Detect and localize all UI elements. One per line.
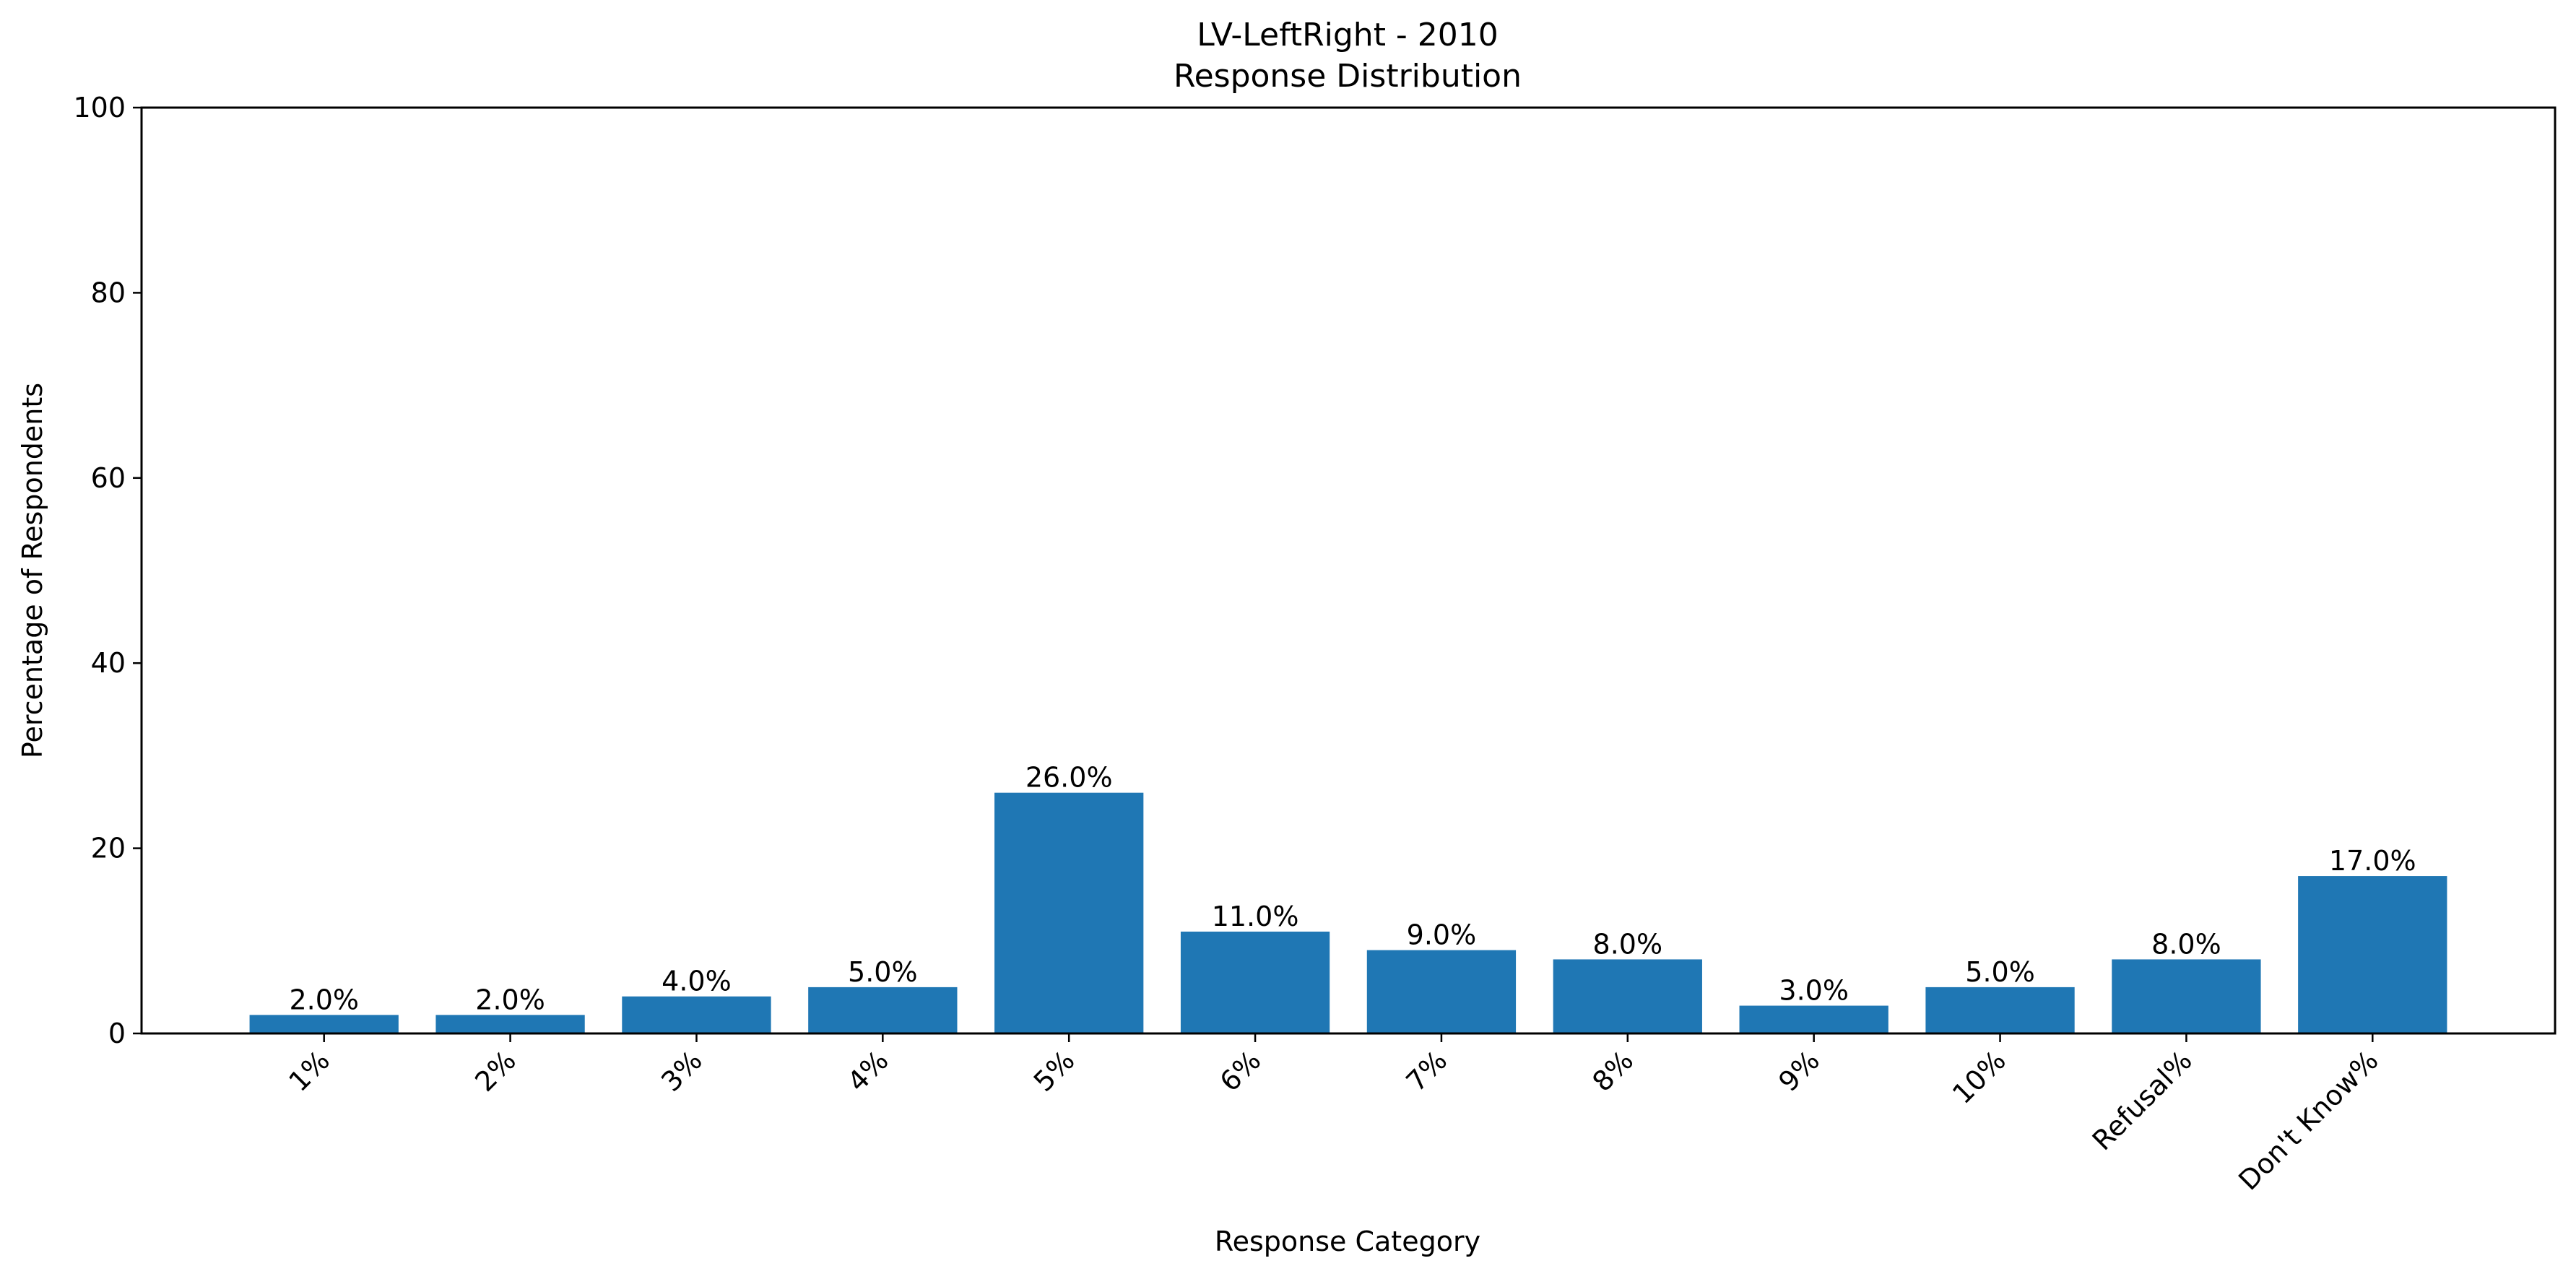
bar	[1366, 950, 1517, 1033]
bar-data-label: 2.0%	[475, 984, 545, 1015]
bar-data-label: 5.0%	[1965, 956, 2035, 988]
bar	[1925, 987, 2075, 1033]
bar-data-label: 3.0%	[1779, 975, 1849, 1007]
y-axis-label: Percentage of Respondents	[17, 383, 48, 758]
bar-data-label: 5.0%	[848, 956, 918, 988]
bar	[2298, 876, 2447, 1033]
bar-data-label: 17.0%	[2329, 845, 2416, 877]
y-tick-label: 0	[108, 1018, 126, 1049]
chart-title: LV-LeftRight - 2010	[1197, 17, 1499, 53]
bar-data-label: 8.0%	[2151, 928, 2221, 960]
bar	[2112, 959, 2261, 1033]
bar	[435, 1015, 585, 1033]
bar	[1739, 1005, 1888, 1033]
y-axis: 0 20 40 60 80 100	[73, 92, 142, 1049]
bar	[622, 996, 771, 1033]
y-tick-label: 60	[91, 462, 126, 494]
y-tick-label: 80	[91, 277, 126, 308]
bar-data-label: 9.0%	[1407, 919, 1477, 951]
bar	[1553, 959, 1702, 1033]
bar	[994, 792, 1144, 1033]
y-tick-label: 100	[73, 92, 126, 123]
plot-frame	[140, 106, 2557, 1035]
bar-data-label: 2.0%	[289, 984, 359, 1015]
bar-data-label: 26.0%	[1025, 762, 1113, 794]
bar	[1180, 931, 1330, 1033]
bar-data-label: 8.0%	[1593, 928, 1663, 960]
y-tick-label: 20	[91, 833, 126, 864]
bar	[249, 1015, 399, 1033]
bar-data-label: 4.0%	[662, 966, 732, 997]
bar	[808, 987, 958, 1033]
bars-layer	[249, 792, 2447, 1033]
bar-data-label: 11.0%	[1212, 901, 1299, 932]
data-labels-layer: 2.0% 2.0% 4.0% 5.0% 26.0% 11.0% 9.0% 8.0% 3.0% 5.…	[289, 762, 2416, 1016]
y-tick-label: 40	[91, 647, 126, 679]
chart-subtitle: Response Distribution	[1174, 58, 1522, 95]
x-axis-label: Response Category	[1215, 1226, 1480, 1257]
